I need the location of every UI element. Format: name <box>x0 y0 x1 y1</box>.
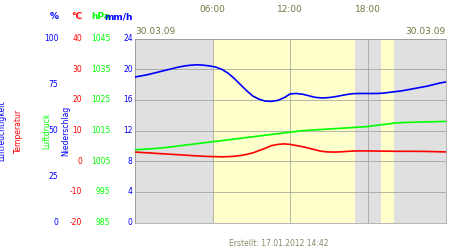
Text: Luftfeuchtigkeit: Luftfeuchtigkeit <box>0 100 6 161</box>
Text: 4: 4 <box>128 188 133 196</box>
Text: 1035: 1035 <box>91 65 110 74</box>
Text: 1045: 1045 <box>91 34 110 43</box>
Text: 20: 20 <box>72 96 82 104</box>
Text: 18:00: 18:00 <box>355 5 381 14</box>
Text: 30.03.09: 30.03.09 <box>405 27 446 36</box>
Text: -10: -10 <box>69 188 82 196</box>
Bar <box>394 39 446 222</box>
Text: 30.03.09: 30.03.09 <box>135 27 175 36</box>
Text: 12: 12 <box>123 126 133 135</box>
Text: 10: 10 <box>72 126 82 135</box>
Text: 20: 20 <box>123 65 133 74</box>
Text: 30: 30 <box>72 65 82 74</box>
Bar <box>381 39 394 222</box>
Text: 24: 24 <box>123 34 133 43</box>
Text: 1005: 1005 <box>91 157 110 166</box>
Text: 0: 0 <box>77 157 82 166</box>
Text: hPa: hPa <box>91 12 110 21</box>
Text: 25: 25 <box>49 172 58 181</box>
Text: -20: -20 <box>69 218 82 227</box>
Text: 8: 8 <box>128 157 133 166</box>
Text: Luftdruck: Luftdruck <box>43 112 52 149</box>
Text: 40: 40 <box>72 34 82 43</box>
Text: mm/h: mm/h <box>104 12 133 21</box>
Text: °C: °C <box>71 12 82 21</box>
Text: 12:00: 12:00 <box>277 5 303 14</box>
Bar <box>355 39 381 222</box>
Text: Niederschlag: Niederschlag <box>62 106 71 156</box>
Text: 1015: 1015 <box>91 126 110 135</box>
Text: 100: 100 <box>44 34 58 43</box>
Text: Temperatur: Temperatur <box>14 108 22 153</box>
Text: 50: 50 <box>49 126 58 135</box>
Text: Erstellt: 17.01.2012 14:42: Erstellt: 17.01.2012 14:42 <box>229 238 329 248</box>
Text: 0: 0 <box>54 218 58 227</box>
Text: 16: 16 <box>123 96 133 104</box>
Text: 0: 0 <box>128 218 133 227</box>
Text: 75: 75 <box>49 80 58 89</box>
Bar <box>212 39 355 222</box>
Text: 995: 995 <box>95 188 110 196</box>
Text: %: % <box>50 12 58 21</box>
Text: 06:00: 06:00 <box>200 5 225 14</box>
Bar <box>135 39 212 222</box>
Text: 1025: 1025 <box>91 96 110 104</box>
Text: 985: 985 <box>96 218 110 227</box>
